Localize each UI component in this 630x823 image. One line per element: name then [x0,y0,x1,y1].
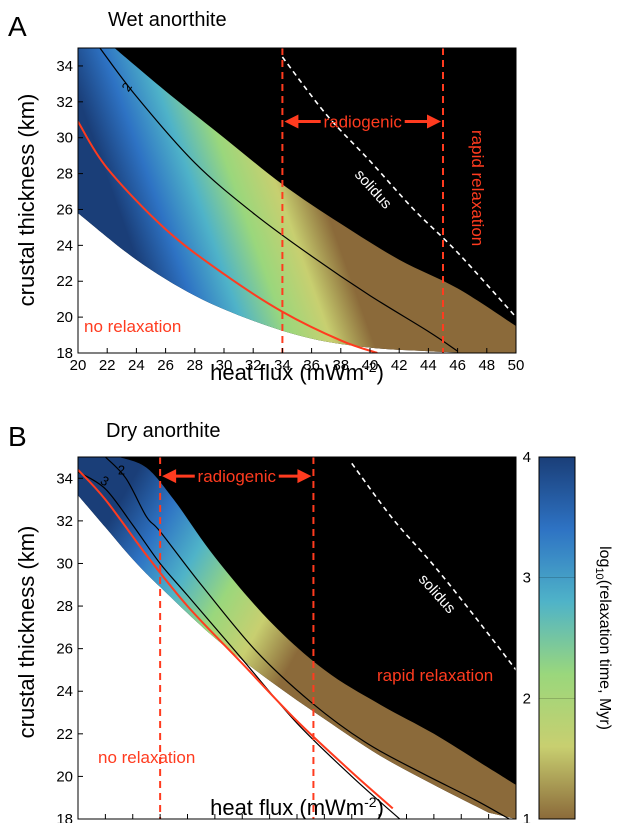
y-tick-label: 32 [56,513,73,530]
y-tick-label: 28 [56,166,73,183]
panel-b: B Dry anorthite radiogenic 3 2 solidus n… [8,420,517,823]
panel-b-radiogenic-label: radiogenic [198,467,277,486]
panel-b-no-relaxation-label: no relaxation [98,748,195,767]
panel-a: A Wet anorthite radiogenic 2 solidus no … [8,9,524,385]
panel-b-rapid-relaxation-label: rapid relaxation [377,666,493,685]
x-tick-label: 22 [99,357,116,374]
panel-a-plot-area [78,48,516,353]
y-tick-label: 20 [56,309,73,326]
arrow-right-head [297,469,312,484]
y-tick-label: 30 [56,555,73,572]
panel-a-no-relaxation-label: no relaxation [84,317,181,336]
panel-a-radiogenic-label: radiogenic [323,113,402,132]
panel-b-ylabel: crustal thickness (km) [14,526,39,739]
arrow-right-head [427,114,441,129]
panel-a-radiogenic-arrow [284,114,441,129]
y-tick-label: 28 [56,598,73,615]
colorbar-tick-label: 1 [523,811,531,823]
panel-b-title: Dry anorthite [106,420,221,442]
panel-b-letter: B [8,421,27,452]
panel-a-solidus-line [281,56,516,318]
x-tick-label: 24 [128,357,145,374]
colorbar-ticks: 1 2 3 4 [523,449,575,823]
panel-b-red-curve [78,469,394,810]
y-tick-label: 24 [56,237,73,254]
x-tick-label: 44 [420,357,437,374]
x-tick-label: 30 [216,357,233,374]
y-tick-label: 24 [56,683,73,700]
panel-a-no-relaxation-region [78,213,516,353]
x-tick-label: 34 [274,357,291,374]
y-tick-label: 32 [56,94,73,111]
panel-a-xlabel: heat flux (mWm-2) [210,359,384,385]
colorbar-label: log10(relaxation time, Myr) [593,546,613,730]
y-tick-label: 18 [56,345,73,362]
panel-b-x-ticks: 2830323436384042444648505254565860 [77,814,517,819]
panel-a-red-curve [78,121,378,353]
arrow-left-head [162,469,177,484]
panel-a-ylabel: crustal thickness (km) [14,94,39,307]
x-tick-label: 48 [478,357,495,374]
panel-a-rapid-relaxation-label: rapid relaxation [468,130,487,246]
y-tick-label: 22 [56,273,73,290]
panel-a-title: Wet anorthite [108,9,227,31]
y-tick-label: 30 [56,130,73,147]
panel-b-y-ticks: 18 20 22 24 26 28 30 32 34 [56,470,83,823]
panel-b-xlabel: heat flux (mWm-2) [210,794,384,820]
x-tick-label: 20 [70,357,87,374]
y-tick-label: 20 [56,768,73,785]
panel-b-no-relaxation-region [78,495,516,819]
y-tick-label: 22 [56,726,73,743]
x-tick-label: 26 [157,357,174,374]
y-tick-label: 26 [56,201,73,218]
panel-a-letter: A [8,11,27,42]
x-tick-label: 50 [508,357,525,374]
panel-b-relaxation-band [78,457,516,819]
x-tick-label: 42 [391,357,408,374]
panel-a-frame [77,47,517,354]
panel-a-contour-2 [99,48,458,352]
arrow-left-head [284,114,299,129]
x-tick-label: 32 [245,357,262,374]
colorbar-tick-label: 3 [523,570,531,587]
x-tick-label: 40 [362,357,379,374]
x-tick-label: 46 [449,357,466,374]
x-tick-label: 36 [303,357,320,374]
y-tick-label: 34 [56,470,73,487]
panel-b-contour-2-label: 2 [118,462,125,477]
x-tick-label: 28 [186,357,203,374]
y-tick-label: 18 [56,811,73,823]
panel-a-x-ticks: 20 22 24 26 28 30 32 34 36 38 40 42 44 46 48 50 [70,348,525,374]
colorbar-tick-label: 4 [523,449,531,466]
panel-b-radiogenic-arrow [162,469,312,484]
colorbar-gradient [538,456,576,820]
colorbar: 1 2 3 4 log10(relaxation time, Myr) [523,449,613,823]
panel-b-contour-3 [78,471,401,819]
panel-b-contour-2 [104,457,510,819]
panel-b-plot-area [78,457,516,819]
panel-a-relaxation-band [78,48,516,353]
panel-b-solidus-line [351,462,516,671]
y-tick-label: 34 [56,58,73,75]
panel-a-y-ticks: 18 20 22 24 26 28 30 32 34 [56,58,83,362]
x-tick-label: 38 [332,357,349,374]
colorbar-tick-label: 2 [523,690,531,707]
y-tick-label: 26 [56,641,73,658]
